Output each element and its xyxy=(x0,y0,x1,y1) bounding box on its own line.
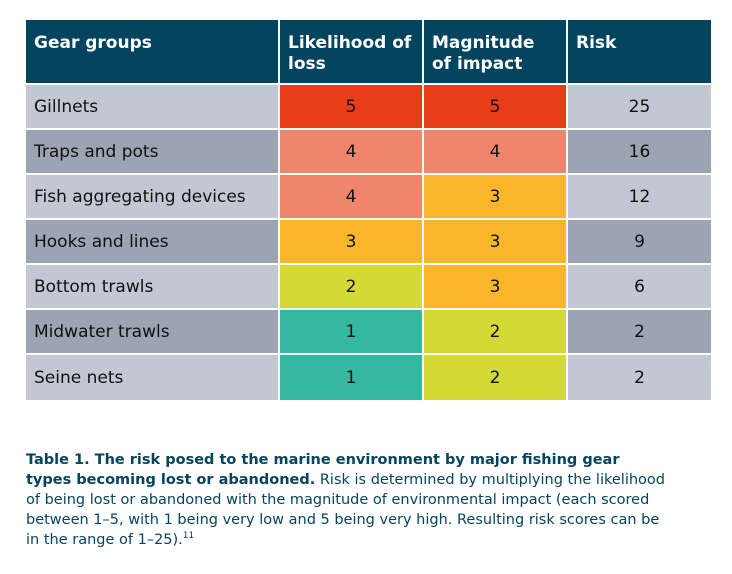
likelihood-cell: 1 xyxy=(280,310,424,355)
likelihood-cell: 4 xyxy=(280,175,424,220)
table-caption: Table 1. The risk posed to the marine en… xyxy=(26,450,666,550)
likelihood-cell: 5 xyxy=(280,85,424,130)
risk-cell: 6 xyxy=(568,265,711,310)
magnitude-cell: 3 xyxy=(424,175,568,220)
likelihood-cell: 1 xyxy=(280,355,424,400)
risk-cell: 25 xyxy=(568,85,711,130)
gear-name: Seine nets xyxy=(26,355,280,400)
table-row: Gillnets 5 5 25 xyxy=(26,85,711,130)
gear-name: Traps and pots xyxy=(26,130,280,175)
caption-title: Table 1. The risk posed to the marine en… xyxy=(26,452,620,488)
magnitude-cell: 3 xyxy=(424,265,568,310)
risk-cell: 16 xyxy=(568,130,711,175)
likelihood-cell: 2 xyxy=(280,265,424,310)
header-gear-groups: Gear groups xyxy=(26,20,280,85)
magnitude-cell: 4 xyxy=(424,130,568,175)
risk-table: Gear groups Likelihood of loss Magnitude… xyxy=(26,20,711,400)
header-magnitude: Magnitude of impact xyxy=(424,20,568,85)
header-row: Gear groups Likelihood of loss Magnitude… xyxy=(26,20,711,85)
likelihood-cell: 3 xyxy=(280,220,424,265)
risk-cell: 9 xyxy=(568,220,711,265)
table-row: Fish aggregating devices 4 3 12 xyxy=(26,175,711,220)
header-likelihood: Likelihood of loss xyxy=(280,20,424,85)
header-risk: Risk xyxy=(568,20,711,85)
table-row: Midwater trawls 1 2 2 xyxy=(26,310,711,355)
footnote-marker: 11 xyxy=(182,531,195,542)
risk-cell: 2 xyxy=(568,355,711,400)
magnitude-cell: 2 xyxy=(424,310,568,355)
magnitude-cell: 2 xyxy=(424,355,568,400)
table-row: Hooks and lines 3 3 9 xyxy=(26,220,711,265)
table-row: Traps and pots 4 4 16 xyxy=(26,130,711,175)
caption-body: Risk is determined by multiplying the li… xyxy=(26,472,665,548)
risk-cell: 2 xyxy=(568,310,711,355)
table-row: Seine nets 1 2 2 xyxy=(26,355,711,400)
magnitude-cell: 5 xyxy=(424,85,568,130)
gear-name: Hooks and lines xyxy=(26,220,280,265)
likelihood-cell: 4 xyxy=(280,130,424,175)
gear-name: Midwater trawls xyxy=(26,310,280,355)
table-row: Bottom trawls 2 3 6 xyxy=(26,265,711,310)
gear-name: Fish aggregating devices xyxy=(26,175,280,220)
gear-name: Bottom trawls xyxy=(26,265,280,310)
risk-cell: 12 xyxy=(568,175,711,220)
magnitude-cell: 3 xyxy=(424,220,568,265)
gear-name: Gillnets xyxy=(26,85,280,130)
